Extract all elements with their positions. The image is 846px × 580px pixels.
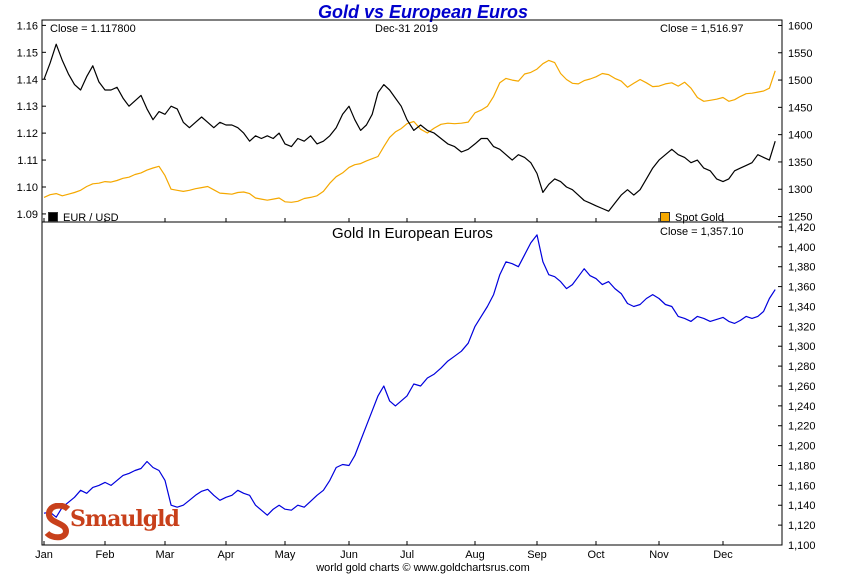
y-tick-label-bottom: 1,260: [788, 381, 816, 393]
x-tick-label: Mar: [156, 549, 175, 561]
y-tick-label-right: 1250: [788, 212, 812, 224]
footer-credit: world gold charts © www.goldchartsrus.co…: [316, 562, 530, 574]
y-tick-label-left: 1.10: [17, 182, 38, 194]
y-tick-label-right: 1550: [788, 48, 812, 60]
y-tick-label-right: 1450: [788, 102, 812, 114]
euro-gold-close-label: Close = 1,357.10: [660, 226, 744, 238]
x-tick-label: Sep: [527, 549, 547, 561]
legend-gold-label: Spot Gold: [675, 212, 724, 224]
x-tick-label: Jan: [35, 549, 53, 561]
x-tick-label: May: [275, 549, 296, 561]
logo-s-icon: [44, 503, 71, 541]
x-tick-label: Jul: [400, 549, 414, 561]
x-tick-label: Feb: [96, 549, 115, 561]
y-tick-label-bottom: 1,120: [788, 520, 816, 532]
x-tick-label: Jun: [340, 549, 358, 561]
x-tick-label: Apr: [217, 549, 234, 561]
y-tick-label-bottom: 1,280: [788, 361, 816, 373]
y-tick-label-right: 1300: [788, 184, 812, 196]
date-label: Dec-31 2019: [375, 23, 438, 35]
y-tick-label-bottom: 1,420: [788, 222, 816, 234]
smaulgld-logo: Smaulgld: [44, 503, 180, 543]
y-tick-label-bottom: 1,380: [788, 262, 816, 274]
x-tick-label: Aug: [465, 549, 485, 561]
y-tick-label-bottom: 1,100: [788, 540, 816, 552]
legend-swatch-eurusd: [48, 212, 58, 222]
y-tick-label-bottom: 1,360: [788, 282, 816, 294]
logo-text: Smaulgld: [70, 506, 180, 532]
y-tick-label-bottom: 1,340: [788, 301, 816, 313]
y-tick-label-left: 1.09: [17, 209, 38, 221]
y-tick-label-bottom: 1,140: [788, 500, 816, 512]
legend-swatch-gold: [660, 212, 670, 222]
y-tick-label-bottom: 1,300: [788, 341, 816, 353]
y-tick-label-bottom: 1,200: [788, 441, 816, 453]
y-tick-label-right: 1400: [788, 130, 812, 142]
eurusd-close-label: Close = 1.117800: [50, 23, 136, 35]
y-tick-label-right: 1350: [788, 157, 812, 169]
chart-title: Gold vs European Euros: [317, 2, 529, 22]
legend-eurusd: EUR / USD: [48, 212, 119, 224]
gold-close-label: Close = 1,516.97: [660, 23, 744, 35]
y-tick-label-left: 1.16: [17, 20, 38, 32]
y-tick-label-bottom: 1,400: [788, 242, 816, 254]
x-tick-label: Dec: [713, 549, 733, 561]
top-panel-frame: [41, 19, 783, 223]
x-tick-label: Nov: [649, 549, 669, 561]
y-tick-label-left: 1.12: [17, 128, 38, 140]
y-tick-label-right: 1500: [788, 75, 812, 87]
y-tick-label-bottom: 1,320: [788, 321, 816, 333]
y-tick-label-left: 1.11: [17, 155, 38, 167]
legend-eurusd-label: EUR / USD: [63, 212, 119, 224]
y-tick-label-left: 1.15: [17, 47, 38, 59]
bottom-panel-frame: [41, 221, 783, 546]
y-tick-label-right: 1600: [788, 20, 812, 32]
legend-gold: Spot Gold: [660, 212, 724, 224]
series-line-eur-usd: [43, 43, 776, 212]
series-line-spot-gold: [43, 59, 776, 203]
y-tick-label-bottom: 1,220: [788, 421, 816, 433]
y-tick-label-left: 1.13: [17, 101, 38, 113]
y-tick-label-bottom: 1,160: [788, 480, 816, 492]
bottom-panel-title: Gold In European Euros: [332, 225, 493, 242]
y-tick-label-left: 1.14: [17, 74, 38, 86]
x-tick-label: Oct: [587, 549, 604, 561]
y-tick-label-bottom: 1,180: [788, 460, 816, 472]
series-line-gold-in-euros: [43, 234, 776, 518]
y-tick-label-bottom: 1,240: [788, 401, 816, 413]
